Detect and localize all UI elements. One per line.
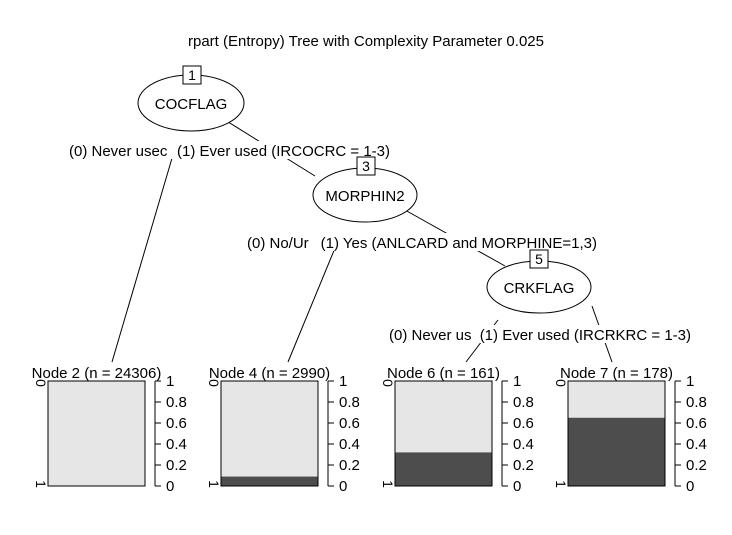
y-axis-tick-label: 0.8 (513, 394, 534, 411)
y-axis-tick-label: 0.2 (166, 457, 187, 474)
edge-1-to-2 (111, 147, 176, 363)
split-label-left: (0) No/Ur (247, 235, 309, 252)
class-label-bottom: 1 (380, 480, 396, 488)
y-axis-tick-label: 0.2 (513, 457, 534, 474)
y-axis-tick-label: 1 (513, 373, 521, 390)
class-label-top: 0 (206, 379, 222, 387)
node-id: 1 (188, 67, 196, 83)
split-label-left: (0) Never us (389, 327, 472, 344)
terminal-label: Node 6 (n = 161) (387, 365, 500, 382)
y-axis-tick-label: 0.6 (166, 415, 187, 432)
class-label-bottom: 1 (206, 480, 222, 488)
terminal-label-bg (28, 364, 165, 380)
node-variable: CRKFLAG (504, 280, 575, 297)
bar-frame (220, 380, 319, 487)
node-id: 3 (362, 158, 370, 174)
terminal-label: Node 4 (n = 2990) (209, 365, 330, 382)
y-axis-tick-label: 0.4 (686, 436, 707, 453)
y-axis-tick-label: 0.8 (686, 394, 707, 411)
terminal-label: Node 7 (n = 178) (560, 365, 673, 382)
y-axis-tick-label: 0.2 (339, 457, 360, 474)
bar-class-1 (568, 417, 665, 486)
y-axis-tick-label: 0 (513, 478, 521, 495)
edge-3-to-4 (287, 235, 341, 363)
bar-class-0 (568, 381, 665, 418)
terminal-label-bg (201, 364, 338, 380)
node-id-box (529, 249, 549, 269)
terminal-label-bg (375, 364, 512, 380)
class-label-top: 0 (553, 379, 569, 387)
bar-class-0 (48, 381, 145, 486)
split-labels-node-3: (0) No/Ur (1) Yes (ANLCARD and MORPHINE=… (244, 233, 598, 252)
terminal-label-bg (548, 364, 685, 380)
inner-node-3: 3 MORPHIN2 (312, 156, 418, 223)
node-id: 5 (535, 251, 543, 267)
y-axis-tick-label: 1 (339, 373, 347, 390)
bar-class-1 (395, 452, 492, 486)
y-axis-tick-label: 0.4 (339, 436, 360, 453)
node-id-box (356, 156, 376, 176)
bar-frame (567, 380, 666, 487)
terminal-label: Node 2 (n = 24306) (32, 365, 162, 382)
y-axis-tick-label: 0.4 (513, 436, 534, 453)
y-axis-tick-label: 0.6 (339, 415, 360, 432)
class-label-bottom: 1 (553, 480, 569, 488)
split-label-left: (0) Never usec (69, 143, 168, 160)
bar-class-1 (221, 476, 318, 486)
bar-class-0 (395, 381, 492, 453)
y-axis-tick-label: 1 (686, 373, 694, 390)
node-variable: MORPHIN2 (325, 188, 404, 205)
split-label-right: (1) Ever used (IRCOCRC = 1-3) (177, 143, 390, 160)
class-label-bottom: 1 (33, 480, 49, 488)
y-axis-tick-label: 0.8 (339, 394, 360, 411)
class-label-top: 0 (380, 379, 396, 387)
split-labels-node-1: (0) Never usec (1) Ever used (IRCOCRC = … (66, 141, 392, 160)
y-axis-tick-label: 0 (339, 478, 347, 495)
y-axis-tick-label: 0.6 (686, 415, 707, 432)
diagram-title: rpart (Entropy) Tree with Complexity Par… (188, 33, 544, 50)
split-label-right: (1) Ever used (IRCRKRC = 1-3) (480, 327, 691, 344)
bar-frame (47, 380, 146, 487)
class-label-top: 0 (33, 379, 49, 387)
inner-node-5: 5 CRKFLAG (486, 249, 592, 314)
y-axis-tick-label: 0.2 (686, 457, 707, 474)
y-axis-tick-label: 0.8 (166, 394, 187, 411)
split-label-right: (1) Yes (ANLCARD and MORPHINE=1,3) (321, 235, 597, 252)
y-axis-tick-label: 0.6 (513, 415, 534, 432)
bar-frame (394, 380, 493, 487)
y-axis-tick-label: 0 (686, 478, 694, 495)
inner-node-1: 1 COCFLAG (137, 65, 245, 132)
node-variable: COCFLAG (155, 96, 228, 113)
node-id-box (182, 65, 202, 85)
y-axis-tick-label: 0 (166, 478, 174, 495)
split-labels-node-5: (0) Never us (1) Ever used (IRCRKRC = 1-… (386, 325, 694, 344)
bar-class-0 (221, 381, 318, 477)
y-axis-tick-label: 1 (166, 373, 174, 390)
y-axis-tick-label: 0.4 (166, 436, 187, 453)
